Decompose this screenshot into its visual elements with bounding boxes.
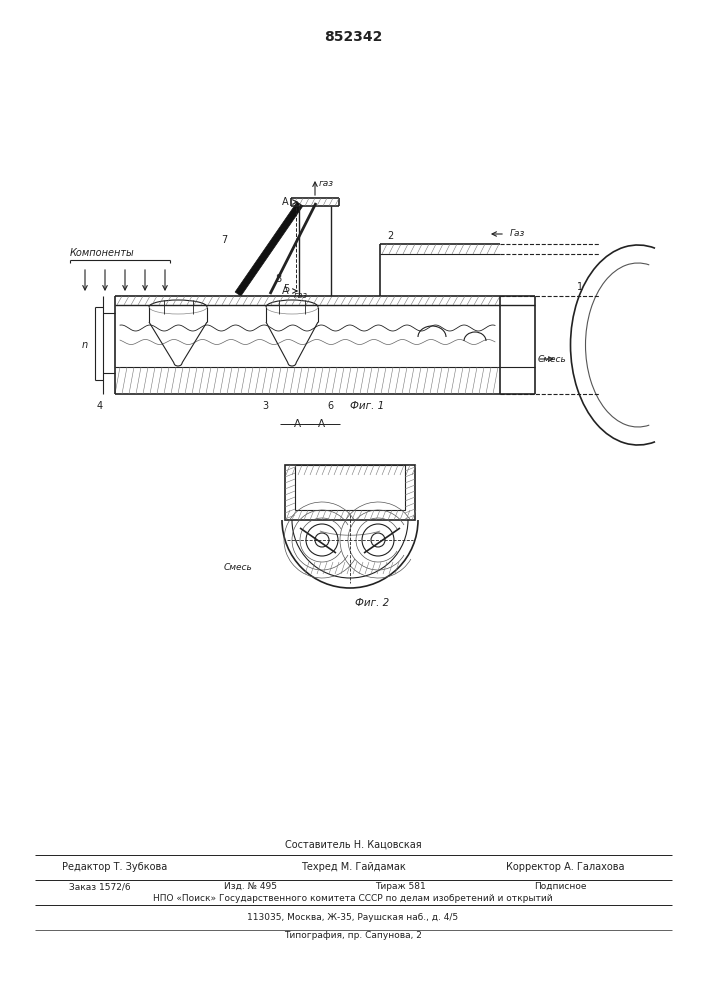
Text: 1: 1 bbox=[577, 282, 583, 292]
Text: Фиг. 1: Фиг. 1 bbox=[350, 401, 384, 411]
Text: 852342: 852342 bbox=[324, 30, 382, 44]
Text: n: n bbox=[82, 340, 88, 350]
Text: A: A bbox=[281, 286, 288, 296]
Text: Корректор А. Галахова: Корректор А. Галахова bbox=[506, 862, 624, 872]
Text: Составитель Н. Кацовская: Составитель Н. Кацовская bbox=[285, 840, 421, 850]
Text: A — A: A — A bbox=[294, 419, 325, 429]
Text: Смесь: Смесь bbox=[538, 355, 567, 363]
Bar bbox=[295, 465, 405, 510]
Text: Фиг. 2: Фиг. 2 bbox=[355, 598, 390, 608]
Text: НПО «Поиск» Государственного комитета СССР по делам изобретений и открытий: НПО «Поиск» Государственного комитета СС… bbox=[153, 894, 553, 903]
Text: 4: 4 bbox=[97, 401, 103, 411]
Text: Газ: Газ bbox=[510, 230, 525, 238]
Text: Редактор Т. Зубкова: Редактор Т. Зубкова bbox=[62, 862, 168, 872]
Text: 8: 8 bbox=[275, 274, 281, 284]
Text: 7: 7 bbox=[221, 235, 227, 245]
Bar bbox=[285, 465, 415, 520]
Text: Изд. № 495: Изд. № 495 bbox=[223, 882, 276, 891]
Text: 3: 3 bbox=[262, 401, 268, 411]
Text: A: A bbox=[281, 197, 288, 207]
Text: газ: газ bbox=[319, 180, 334, 188]
Text: Типография, пр. Сапунова, 2: Типография, пр. Сапунова, 2 bbox=[284, 932, 422, 940]
Text: Заказ 1572/6: Заказ 1572/6 bbox=[69, 882, 131, 891]
Text: газ: газ bbox=[294, 292, 308, 300]
Text: 2: 2 bbox=[387, 231, 393, 241]
Polygon shape bbox=[235, 202, 303, 296]
Text: Подписное: Подписное bbox=[534, 882, 586, 891]
Text: Компоненты: Компоненты bbox=[70, 248, 135, 258]
Text: 5: 5 bbox=[283, 284, 289, 294]
Text: Тираж 581: Тираж 581 bbox=[375, 882, 426, 891]
Text: Смесь: Смесь bbox=[223, 564, 252, 572]
Text: 113035, Москва, Ж-35, Раушская наб., д. 4/5: 113035, Москва, Ж-35, Раушская наб., д. … bbox=[247, 913, 459, 922]
Text: 6: 6 bbox=[327, 401, 333, 411]
Text: Техред М. Гайдамак: Техред М. Гайдамак bbox=[300, 862, 405, 872]
